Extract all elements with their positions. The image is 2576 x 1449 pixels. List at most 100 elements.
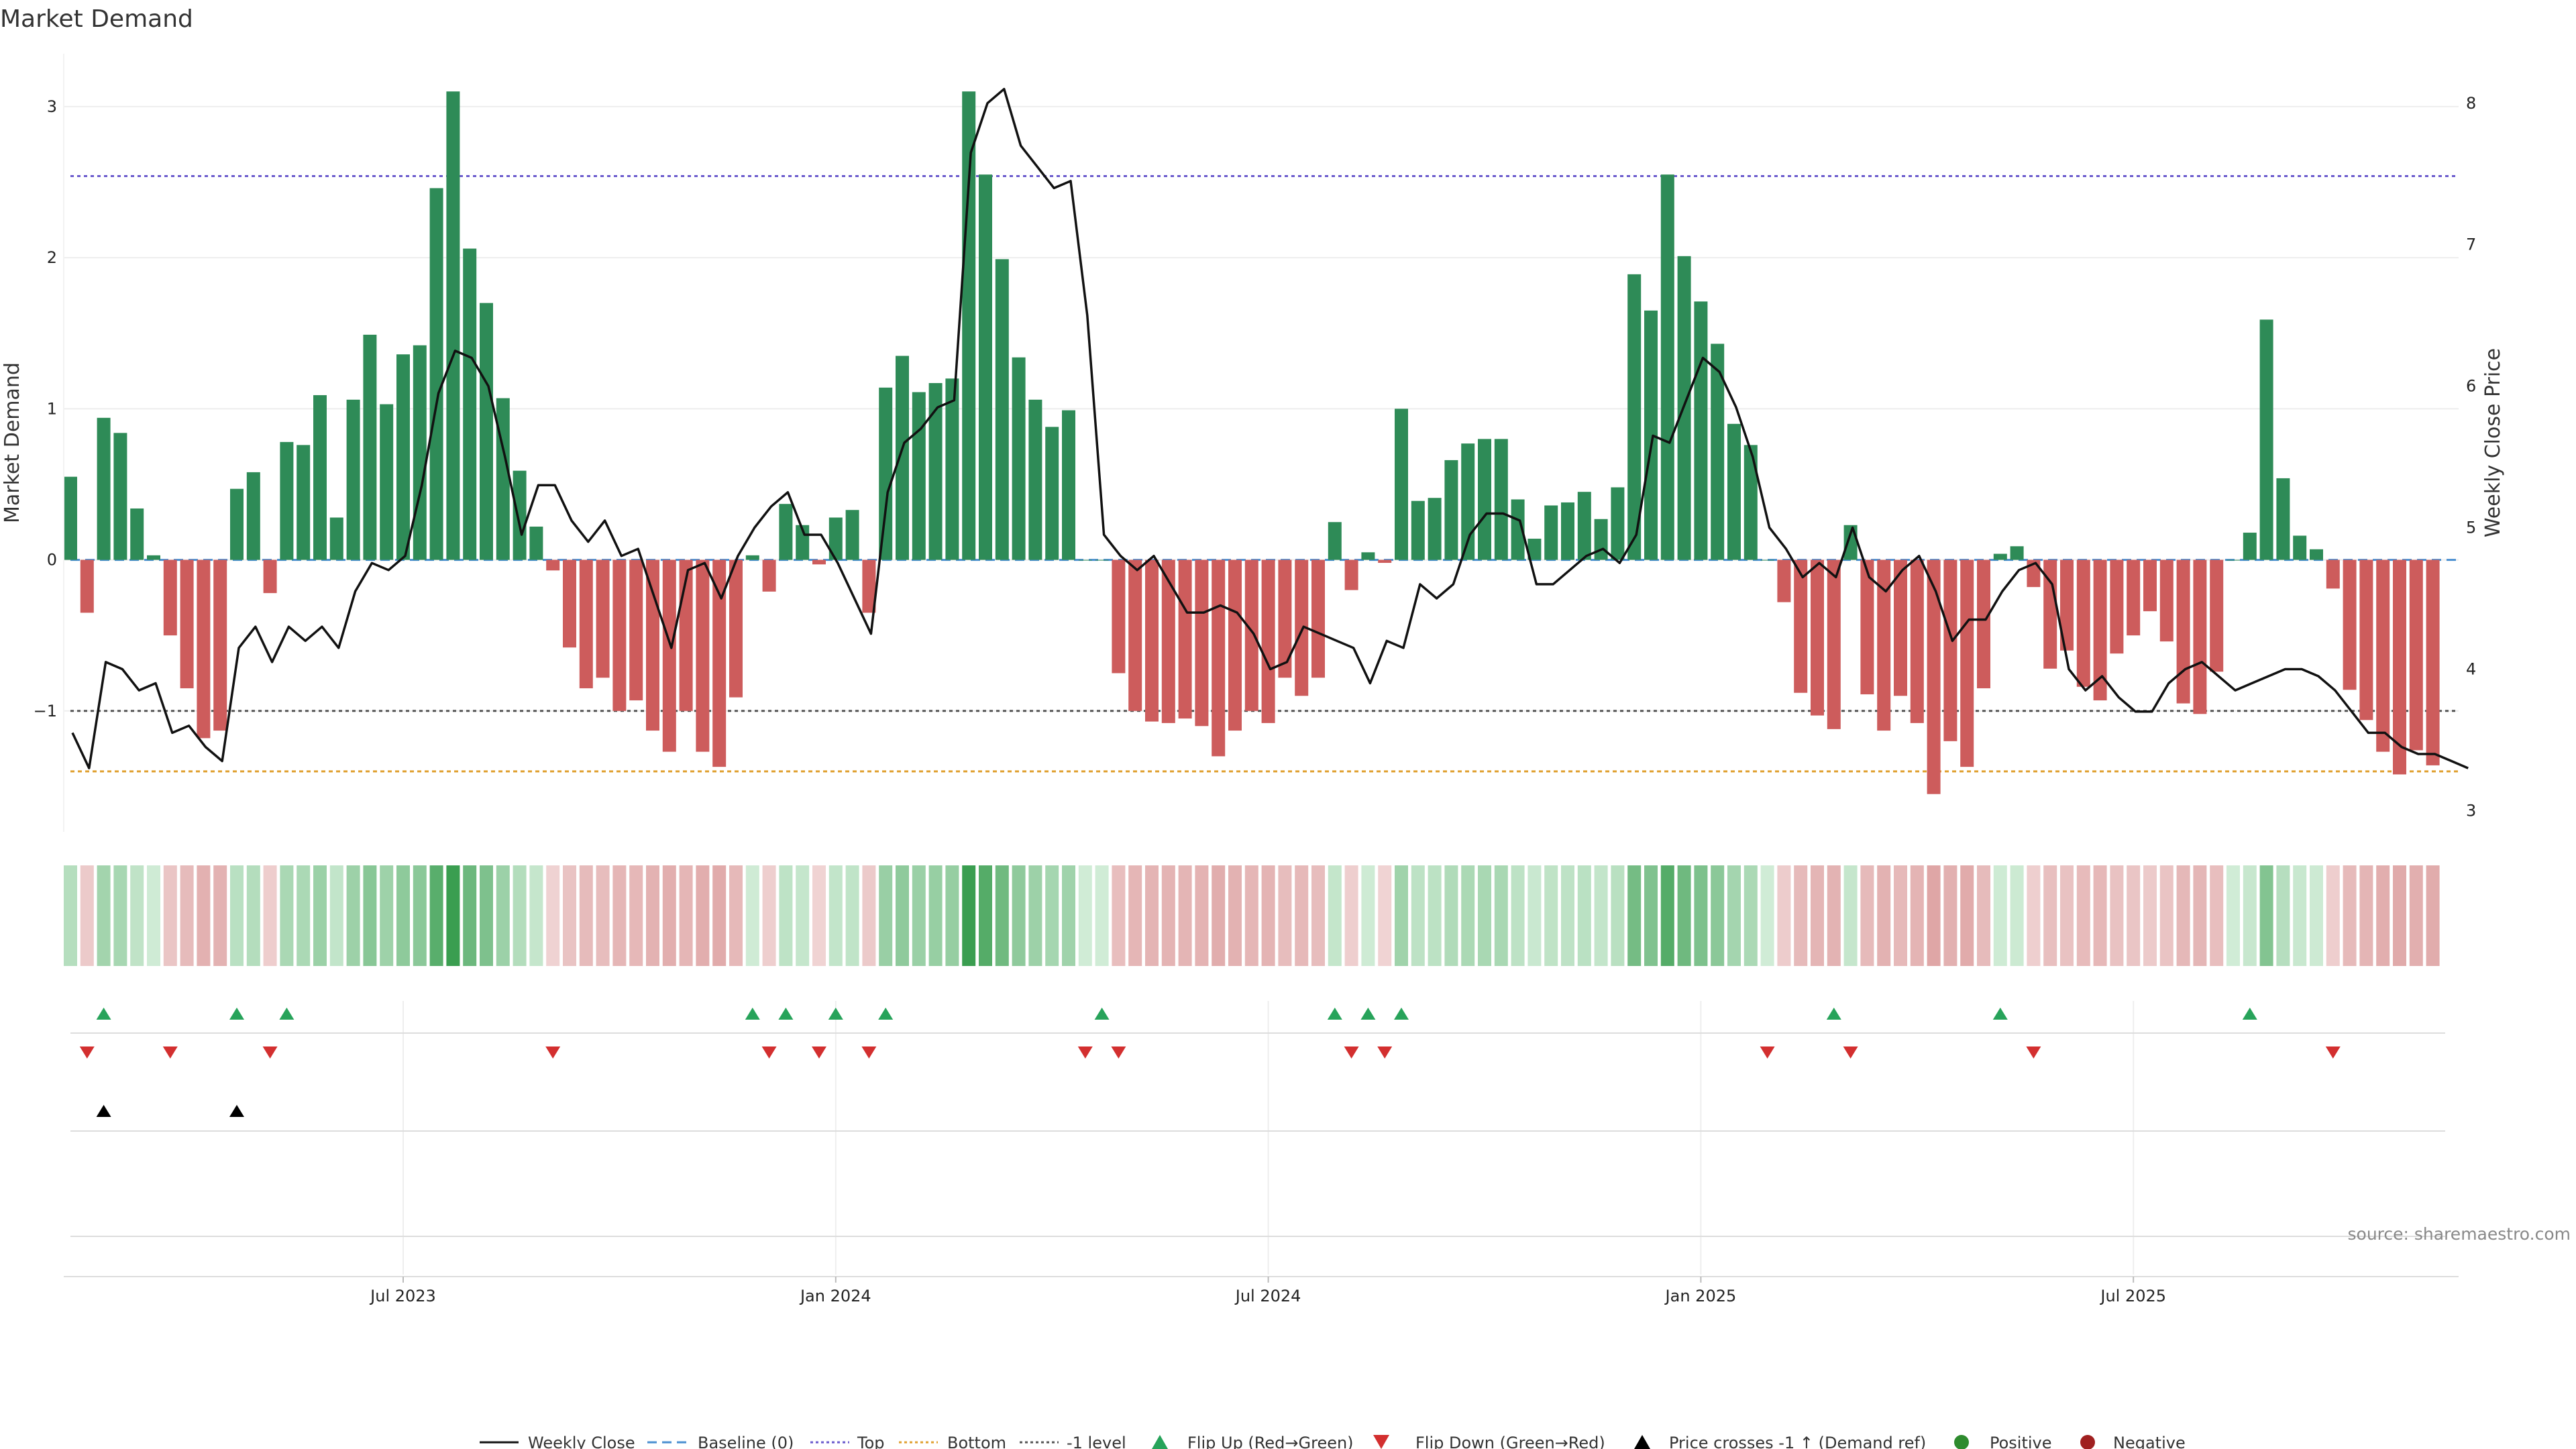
demand-bar	[1244, 559, 1258, 711]
demand-bar	[246, 472, 260, 560]
heatmap-cell	[163, 865, 177, 966]
heatmap-cell	[2210, 865, 2224, 966]
heatmap-cell	[2426, 865, 2440, 966]
demand-bar	[1760, 559, 1774, 561]
heatmap-cell	[1028, 865, 1042, 966]
demand-bar	[662, 559, 676, 752]
demand-bar	[845, 510, 859, 560]
heatmap-cell	[197, 865, 211, 966]
heatmap-cell	[297, 865, 311, 966]
demand-bar	[329, 517, 343, 560]
demand-bar	[513, 470, 527, 560]
demand-heatmap-strip	[64, 865, 2440, 966]
heatmap-cell	[363, 865, 377, 966]
heatmap-cell	[1794, 865, 1808, 966]
heatmap-cell	[1860, 865, 1874, 966]
demand-bar	[2293, 535, 2307, 560]
flip-up-marker	[1992, 1008, 2008, 1020]
heatmap-cell	[1195, 865, 1209, 966]
heatmap-cell	[1843, 865, 1858, 966]
demand-bar	[280, 441, 294, 560]
heatmap-cell	[1494, 865, 1508, 966]
demand-bar	[912, 392, 926, 560]
heatmap-cell	[828, 865, 843, 966]
heatmap-cell	[1894, 865, 1907, 966]
demand-bar	[1078, 559, 1092, 561]
demand-bar	[1178, 559, 1192, 719]
demand-bar	[712, 559, 727, 767]
y2-axis-label: Weekly Close Price	[2481, 348, 2505, 537]
demand-bar	[1045, 427, 1059, 560]
demand-bar	[1228, 559, 1242, 731]
flip-up-marker	[1360, 1008, 1376, 1020]
heatmap-cell	[1644, 865, 1658, 966]
heatmap-cell	[979, 865, 992, 966]
flip-up-marker	[828, 1008, 843, 1020]
heatmap-cell	[612, 865, 627, 966]
flip-up-marker	[745, 1008, 760, 1020]
flip-down-marker	[1077, 1046, 1093, 1059]
demand-bar	[346, 399, 360, 560]
heatmap-cell	[1045, 865, 1059, 966]
heatmap-cell	[246, 865, 260, 966]
y2-tick-label: 8	[2466, 94, 2476, 113]
demand-bar	[1095, 559, 1109, 561]
heatmap-cell	[546, 865, 560, 966]
heatmap-cell	[712, 865, 727, 966]
legend-flip-up-icon	[1152, 1435, 1168, 1449]
demand-bar	[130, 508, 144, 560]
demand-bar	[1577, 492, 1591, 560]
demand-bar	[1278, 559, 1292, 678]
heatmap-cell	[2093, 865, 2107, 966]
heatmap-cell	[2193, 865, 2207, 966]
heatmap-cell	[879, 865, 893, 966]
heatmap-cell	[1910, 865, 1924, 966]
flip-down-marker	[162, 1046, 178, 1059]
heatmap-cell	[1927, 865, 1941, 966]
weekly-close-line	[71, 87, 2469, 769]
demand-bar	[1161, 559, 1175, 723]
demand-bar	[2393, 559, 2406, 775]
demand-bar	[928, 383, 943, 560]
heatmap-cell	[1627, 865, 1642, 966]
heatmap-cell	[346, 865, 360, 966]
demand-bar	[1344, 559, 1358, 590]
demand-bar	[1411, 500, 1425, 560]
heatmap-cell	[928, 865, 943, 966]
legend-weekly-close: Weekly Close	[528, 1434, 635, 1449]
flip-down-marker	[2325, 1046, 2341, 1059]
heatmap-cell	[1112, 865, 1126, 966]
demand-bar	[1028, 399, 1042, 560]
y2-tick-label: 7	[2466, 235, 2476, 254]
flip-down-marker	[1843, 1046, 1858, 1059]
heatmap-cell	[2143, 865, 2157, 966]
legend-price-cross: Price crosses -1 ↑ (Demand ref)	[1669, 1434, 1926, 1449]
heatmap-cell	[2010, 865, 2024, 966]
y2-tick-label: 6	[2466, 377, 2476, 396]
demand-bar	[1811, 559, 1824, 716]
heatmap-cell	[1244, 865, 1258, 966]
heatmap-cell	[463, 865, 477, 966]
heatmap-cell	[147, 865, 160, 966]
demand-bar	[629, 559, 643, 701]
flip-down-marker	[861, 1046, 877, 1059]
demand-bar	[496, 398, 510, 560]
demand-bar	[2127, 559, 2141, 636]
demand-bar	[213, 559, 227, 731]
heatmap-cell	[1594, 865, 1608, 966]
heatmap-cell	[1128, 865, 1142, 966]
flip-down-marker	[812, 1046, 826, 1059]
heatmap-cell	[2176, 865, 2190, 966]
heatmap-cell	[496, 865, 510, 966]
heatmap-cell	[646, 865, 659, 966]
demand-bar	[2343, 559, 2357, 690]
demand-bar	[1627, 274, 1642, 560]
demand-bar	[1743, 445, 1758, 560]
heatmap-cell	[945, 865, 959, 966]
heatmap-cell	[2376, 865, 2390, 966]
heatmap-cell	[263, 865, 277, 966]
demand-bar	[1960, 559, 1974, 767]
legend-bottom: Bottom	[947, 1434, 1006, 1449]
heatmap-cell	[1544, 865, 1558, 966]
legend-negative: Negative	[2113, 1434, 2186, 1449]
